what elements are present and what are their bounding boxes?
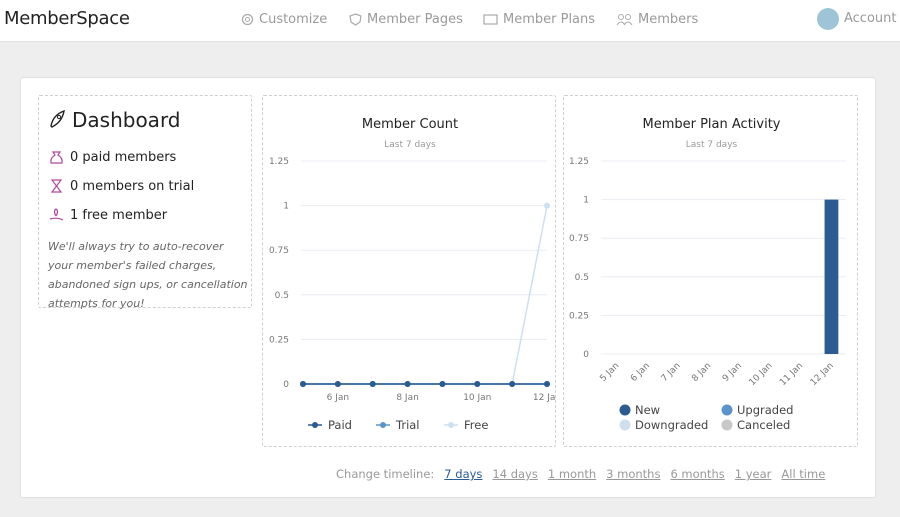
x-tick-label: 8 Jan — [690, 361, 713, 384]
dashboard-title: Dashboard — [72, 108, 181, 132]
nav-item[interactable]: Member Plans — [483, 12, 595, 27]
y-tick-label: 1.25 — [269, 157, 289, 167]
nav-item[interactable]: Members — [616, 12, 698, 27]
x-tick-label: 9 Jan — [721, 361, 744, 384]
avatar[interactable] — [817, 8, 839, 30]
point — [334, 381, 341, 387]
legend-swatch — [721, 404, 733, 416]
legend-label: New — [635, 403, 660, 417]
top-nav: MemberSpace Customize Member Pages Membe… — [0, 0, 900, 42]
timeline-option[interactable]: 6 months — [670, 467, 725, 481]
chart-subtitle: Last 7 days — [384, 140, 436, 150]
x-tick-label: 5 Jan — [598, 361, 621, 384]
legend-label: Free — [464, 418, 488, 432]
stat: 1 free member — [49, 207, 167, 223]
icon — [349, 13, 362, 26]
point — [369, 381, 376, 387]
nav-item[interactable]: Member Pages — [349, 12, 463, 27]
logo[interactable]: MemberSpace — [4, 8, 130, 29]
y-tick-label: 0 — [583, 350, 589, 360]
plan-activity-chart: Member Plan Activity Last 7 days 0 0.25 0.5 0… — [563, 95, 858, 447]
chart-title: Member Plan Activity — [642, 117, 780, 132]
x-tick-label: 12 Jan — [533, 393, 556, 403]
account-link[interactable]: Account — [844, 11, 897, 26]
legend-label: Upgraded — [737, 403, 793, 417]
bar — [824, 199, 839, 354]
x-tick-label: 6 Jan — [629, 361, 652, 384]
point — [544, 381, 550, 387]
icon — [241, 13, 254, 26]
icon — [483, 14, 498, 25]
timeline-label: Change timeline: — [336, 467, 435, 481]
y-tick-label: 0.75 — [269, 246, 289, 256]
nav-label: Customize — [259, 12, 328, 27]
point — [300, 381, 306, 387]
y-tick-label: 1 — [583, 196, 589, 206]
timeline-option[interactable]: 14 days — [492, 467, 538, 481]
card — [20, 77, 876, 498]
legend-label: Trial — [395, 418, 420, 432]
stat-text: 1 free member — [70, 207, 168, 223]
icon — [49, 208, 64, 221]
legend-swatch — [619, 419, 631, 431]
x-tick-label: 7 Jan — [660, 361, 683, 384]
icon — [50, 179, 63, 193]
legend-swatch — [312, 422, 318, 428]
legend-label: Canceled — [737, 418, 790, 432]
stat: 0 paid members — [49, 149, 176, 165]
x-tick-label: 11 Jan — [778, 361, 805, 388]
stat: 0 members on trial — [49, 178, 194, 194]
chart-subtitle: Last 7 days — [686, 140, 738, 150]
point — [404, 381, 411, 387]
y-tick-label: 1.25 — [569, 157, 589, 167]
nav-label: Member Plans — [503, 12, 596, 27]
nav-item[interactable]: Customize — [241, 12, 327, 27]
legend-swatch — [380, 422, 386, 428]
point — [509, 381, 516, 387]
timeline-option[interactable]: 1 year — [734, 467, 772, 481]
legend-swatch — [448, 422, 454, 428]
y-tick-label: 0.75 — [569, 234, 589, 244]
icon — [50, 151, 63, 164]
timeline-option[interactable]: 7 days — [444, 467, 483, 481]
timeline-option[interactable]: 3 months — [606, 467, 661, 481]
legend-label: Downgraded — [635, 418, 708, 432]
chart-title: Member Count — [362, 117, 458, 132]
nav-label: Member Pages — [367, 12, 463, 27]
stat-text: 0 members on trial — [70, 178, 195, 194]
note: We'll always try to auto-recover your me… — [48, 240, 248, 310]
nav-label: Members — [638, 12, 699, 27]
y-tick-label: 1 — [283, 202, 289, 212]
x-tick-label: 6 Jan — [327, 393, 349, 403]
timeline: Change timeline: 7 days 14 days 1 month 3 mo… — [336, 467, 825, 481]
y-tick-label: 0 — [283, 380, 289, 390]
x-tick-label: 10 Jan — [748, 361, 775, 388]
member-count-chart: Member Count Last 7 days 0 0.25 0.5 0.75 1 1.25… — [262, 95, 556, 447]
x-tick-label: 8 Jan — [396, 393, 418, 403]
y-tick-label: 0.5 — [575, 273, 589, 283]
legend-label: Paid — [328, 418, 352, 432]
legend-swatch — [721, 419, 733, 431]
dashboard-panel: Dashboard 0 paid members 0 members on tr… — [38, 95, 252, 310]
icon — [616, 14, 633, 26]
timeline-option[interactable]: All time — [781, 467, 826, 481]
y-tick-label: 0.25 — [269, 335, 289, 345]
y-tick-label: 0.5 — [275, 291, 289, 301]
x-tick-label: 12 Jan — [809, 361, 836, 388]
point — [474, 381, 481, 387]
x-tick-label: 10 Jan — [463, 393, 491, 403]
dashboard-heading: Dashboard — [47, 108, 181, 132]
point — [544, 202, 550, 209]
point — [439, 381, 446, 387]
icon — [50, 109, 65, 128]
y-tick-label: 0.25 — [569, 311, 589, 321]
timeline-option[interactable]: 1 month — [547, 467, 597, 481]
stat-text: 0 paid members — [70, 149, 177, 165]
legend-swatch — [619, 404, 631, 416]
